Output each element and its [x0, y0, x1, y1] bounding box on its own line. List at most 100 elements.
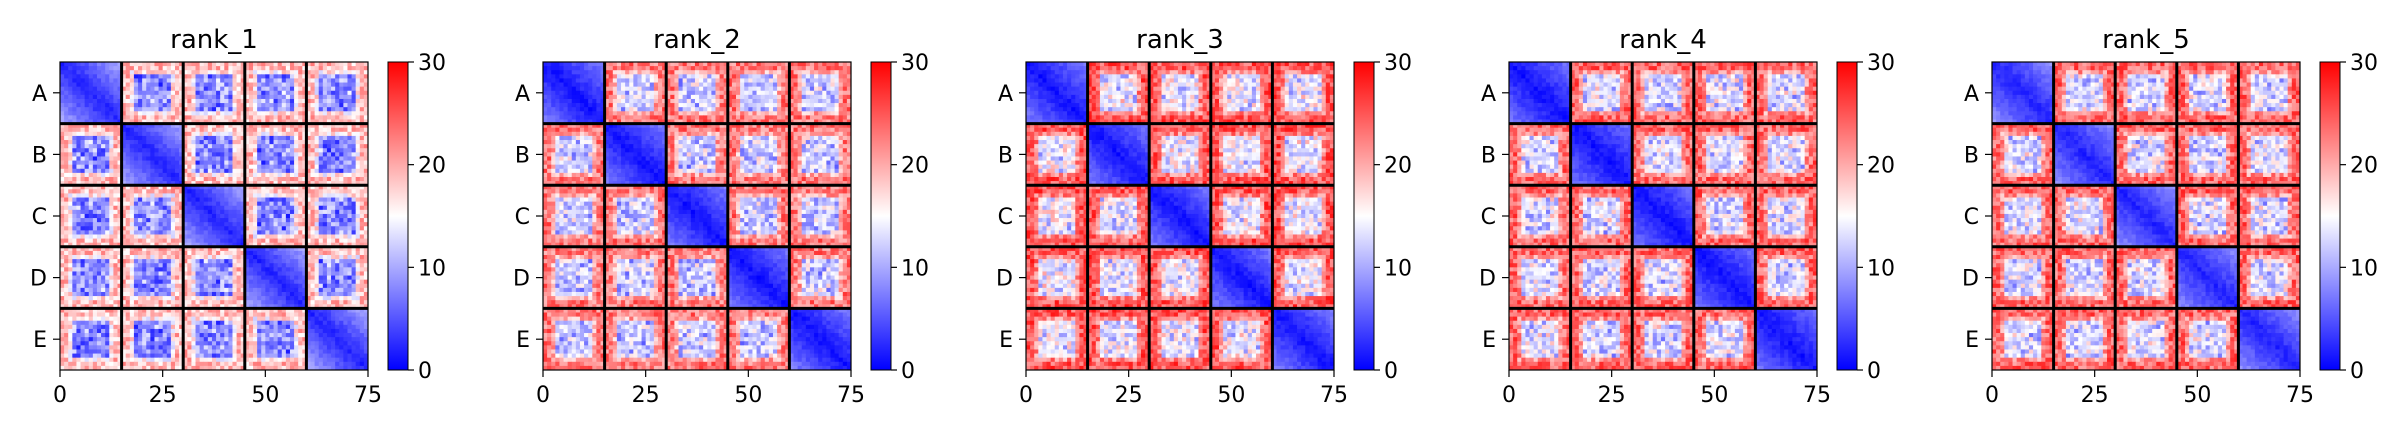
heatmap-cell	[327, 202, 332, 207]
heatmap-cell	[142, 173, 147, 178]
heatmap-cell	[154, 128, 159, 133]
heatmap-cell	[89, 173, 94, 178]
heatmap-cell	[146, 214, 151, 219]
heatmap-cell	[323, 115, 328, 120]
heatmap-cell	[130, 267, 135, 272]
heatmap-cell	[113, 111, 118, 116]
heatmap-cell	[269, 276, 274, 281]
heatmap-cell	[298, 132, 303, 137]
heatmap-cell	[97, 136, 102, 141]
heatmap-cell	[138, 267, 143, 272]
heatmap-cell	[105, 148, 110, 153]
heatmap-cell	[142, 300, 147, 305]
heatmap-cell	[142, 325, 147, 330]
heatmap-cell	[261, 300, 266, 305]
heatmap-cell	[323, 74, 328, 79]
heatmap-cell	[257, 136, 262, 141]
heatmap-cell	[257, 70, 262, 75]
heatmap-cell	[286, 148, 291, 153]
heatmap-cell	[167, 292, 172, 297]
heatmap-cell	[327, 251, 332, 256]
heatmap-cell	[347, 292, 352, 297]
heatmap-cell	[93, 91, 98, 96]
heatmap-cell	[360, 193, 365, 198]
heatmap-cell	[352, 62, 357, 67]
heatmap-cell	[163, 300, 168, 305]
heatmap-cell	[204, 255, 209, 260]
heatmap-cell	[97, 321, 102, 326]
heatmap-cell	[101, 210, 106, 215]
heatmap-cell	[315, 99, 320, 104]
heatmap-cell	[315, 267, 320, 272]
heatmap-cell	[76, 74, 81, 79]
heatmap-cell	[282, 263, 287, 268]
heatmap-cell	[85, 284, 90, 289]
heatmap-cell	[352, 288, 357, 293]
heatmap-cell	[159, 288, 164, 293]
heatmap-cell	[187, 148, 192, 153]
heatmap-cell	[72, 321, 77, 326]
heatmap-cell	[76, 95, 81, 100]
heatmap-cell	[187, 189, 192, 194]
heatmap-cell	[360, 234, 365, 239]
heatmap-cell	[204, 206, 209, 211]
heatmap-cell	[228, 234, 233, 239]
heatmap-cell	[216, 251, 221, 256]
heatmap-cell	[130, 91, 135, 96]
heatmap-cell	[191, 103, 196, 108]
heatmap-cell	[138, 156, 143, 161]
heatmap-cell	[150, 263, 155, 268]
heatmap-cell	[360, 210, 365, 215]
heatmap-cell	[232, 263, 237, 268]
heatmap-cell	[171, 70, 176, 75]
heatmap-cell	[154, 66, 159, 71]
heatmap-cell	[360, 83, 365, 88]
heatmap-cell	[150, 140, 155, 145]
heatmap-cell	[175, 161, 180, 166]
heatmap-cell	[311, 189, 316, 194]
heatmap-cell	[269, 140, 274, 145]
heatmap-cell	[298, 103, 303, 108]
heatmap-cell	[220, 111, 225, 116]
heatmap-cell	[343, 234, 348, 239]
heatmap-cell	[109, 317, 114, 322]
heatmap-cell	[146, 103, 151, 108]
heatmap-cell	[76, 230, 81, 235]
heatmap-cell	[142, 333, 147, 338]
heatmap-cell	[171, 300, 176, 305]
heatmap-cell	[97, 103, 102, 108]
heatmap-cell	[319, 78, 324, 83]
heatmap-cell	[167, 230, 172, 235]
heatmap-cell	[311, 148, 316, 153]
heatmap-cell	[265, 206, 270, 211]
heatmap-cell	[224, 255, 229, 260]
heatmap-cell	[360, 189, 365, 194]
heatmap-cell	[286, 329, 291, 334]
heatmap-cell	[347, 206, 352, 211]
heatmap-cell	[81, 267, 86, 272]
heatmap-cell	[89, 259, 94, 264]
heatmap-cell	[257, 152, 262, 157]
heatmap-cell	[249, 296, 254, 301]
heatmap-cell	[253, 132, 258, 137]
heatmap-cell	[85, 321, 90, 326]
heatmap-cell	[212, 325, 217, 330]
heatmap-cell	[200, 251, 205, 256]
heatmap-cell	[130, 193, 135, 198]
heatmap-cell	[208, 251, 213, 256]
heatmap-cell	[208, 136, 213, 141]
heatmap-cell	[81, 144, 86, 149]
heatmap-cell	[356, 66, 361, 71]
heatmap-cell	[60, 292, 65, 297]
heatmap-cell	[142, 222, 147, 227]
heatmap-cell	[60, 333, 65, 338]
heatmap-cell	[311, 325, 316, 330]
heatmap-cell	[154, 156, 159, 161]
heatmap-cell	[319, 136, 324, 141]
heatmap-cell	[327, 296, 332, 301]
heatmap-cell	[175, 136, 180, 141]
heatmap-cell	[167, 300, 172, 305]
heatmap-cell	[93, 267, 98, 272]
heatmap-cell	[64, 202, 69, 207]
heatmap-cell	[261, 74, 266, 79]
